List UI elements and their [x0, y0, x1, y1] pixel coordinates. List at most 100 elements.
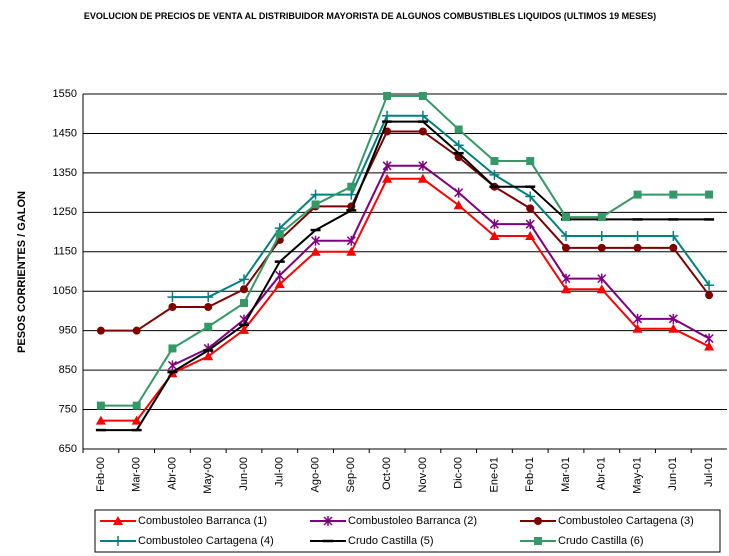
point: [525, 219, 535, 230]
legend-marker: [534, 517, 542, 525]
point: [383, 127, 392, 136]
point: [597, 213, 606, 222]
x-tick-label: Abr-00: [166, 457, 178, 490]
x-tick-label: Feb-00: [95, 457, 107, 492]
point: [274, 279, 285, 289]
x-tick-label: Oct-00: [381, 457, 393, 490]
point: [275, 270, 285, 281]
x-tick-label: Mar-00: [131, 457, 143, 492]
legend-label: Combustoleo Cartagena (3): [558, 515, 694, 527]
series-line: [100, 120, 710, 432]
point: [526, 204, 535, 213]
point: [418, 91, 427, 100]
point: [632, 323, 643, 333]
point: [310, 189, 321, 200]
point: [597, 243, 606, 252]
point: [454, 125, 463, 134]
x-tick-label: Jul-00: [274, 457, 286, 487]
y-tick-label: 1250: [53, 206, 77, 218]
y-tick-label: 1550: [53, 88, 77, 100]
x-tick-label: Jul-01: [703, 457, 715, 487]
point: [454, 187, 464, 198]
point: [704, 333, 714, 344]
point: [490, 157, 499, 166]
point: [596, 231, 607, 241]
point: [705, 190, 714, 199]
point: [167, 360, 177, 371]
point: [417, 110, 428, 121]
legend-label: Combustoleo Cartagena (4): [138, 535, 274, 547]
y-tick-label: 750: [59, 403, 77, 415]
series-line: [100, 130, 710, 332]
legend-box: [94, 509, 721, 553]
point: [561, 231, 571, 241]
point: [382, 173, 393, 183]
point: [417, 173, 428, 183]
point: [203, 351, 214, 361]
point: [633, 190, 642, 199]
point: [705, 291, 714, 300]
legend-marker: [113, 536, 123, 546]
point: [418, 127, 427, 136]
legend-marker: [534, 537, 542, 545]
legend-label: Combustoleo Barranca (1): [138, 515, 267, 527]
series-line: [172, 114, 710, 299]
x-tick-label: Ene-01: [488, 457, 500, 492]
series-line: [100, 177, 710, 422]
x-tick-label: Sep-00: [345, 457, 357, 492]
x-tick-label: Dic-00: [453, 457, 465, 489]
y-tick-label: 650: [59, 443, 77, 455]
point: [240, 285, 248, 294]
point: [95, 415, 106, 425]
point: [489, 169, 500, 180]
point: [96, 401, 105, 410]
point: [562, 243, 570, 252]
y-tick-label: 950: [59, 325, 77, 337]
point: [240, 299, 248, 308]
x-tick-label: Feb-01: [524, 457, 536, 492]
legend-label: Combustoleo Barranca (2): [348, 515, 477, 527]
point: [418, 160, 428, 171]
point: [346, 246, 357, 256]
point: [204, 303, 213, 311]
point: [132, 326, 141, 335]
chart-title: EVOLUCION DE PRECIOS DE VENTA AL DISTRIB…: [83, 11, 657, 21]
point: [203, 292, 214, 303]
series-line: [172, 164, 710, 367]
point: [131, 415, 142, 425]
point: [668, 231, 679, 241]
point: [96, 326, 105, 335]
point: [275, 230, 284, 239]
point: [489, 231, 500, 240]
point: [347, 182, 356, 191]
legend-label: Crudo Castilla (5): [348, 535, 434, 547]
point: [132, 401, 141, 410]
legend-marker: [323, 516, 333, 526]
point: [562, 213, 570, 222]
point: [168, 303, 177, 311]
point: [382, 110, 393, 121]
x-tick-label: Mar-01: [560, 457, 572, 492]
point: [525, 231, 536, 240]
point: [597, 273, 607, 284]
point: [383, 91, 392, 100]
legend-marker: [113, 516, 123, 525]
point: [633, 313, 643, 324]
point: [453, 140, 464, 151]
x-tick-label: Abr-01: [596, 457, 608, 490]
y-tick-label: 850: [59, 364, 77, 376]
series-line: [100, 94, 710, 407]
point: [596, 284, 607, 294]
x-tick-label: Jun-00: [238, 457, 250, 491]
point: [453, 200, 464, 210]
point: [668, 313, 678, 324]
point: [311, 200, 320, 209]
point: [239, 324, 249, 334]
point: [633, 243, 642, 252]
point: [382, 160, 392, 171]
point: [489, 219, 499, 230]
x-tick-label: May-00: [202, 457, 214, 494]
point: [204, 322, 213, 331]
